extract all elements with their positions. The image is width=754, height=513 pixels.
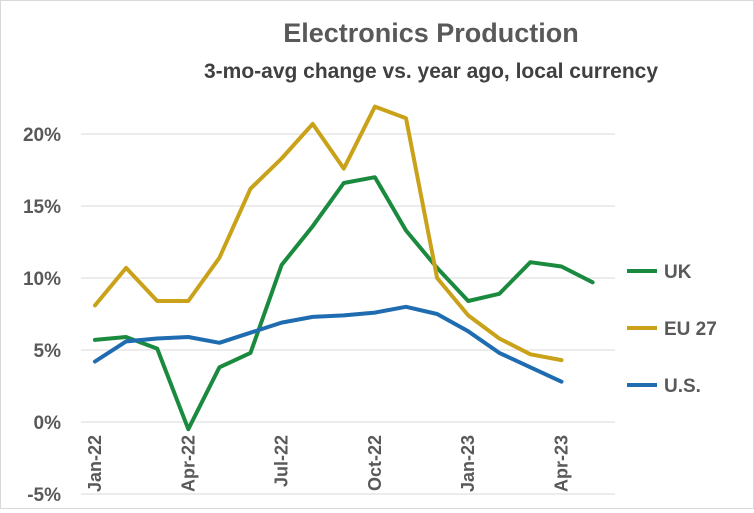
series-line-uk (93, 175, 595, 432)
legend-label: U.S. (664, 376, 701, 397)
x-tick-label: Jan-23 (458, 435, 478, 492)
y-axis-ticks: -5% 0% 5% 10% 15% 20% (23, 125, 61, 506)
x-tick-label: Jan-22 (85, 435, 105, 492)
legend-label: UK (664, 262, 692, 283)
legend: UK EU 27 U.S. (627, 262, 717, 397)
y-tick-label: 5% (34, 341, 62, 362)
gridlines (81, 133, 615, 495)
x-tick-label: Apr-23 (552, 435, 572, 492)
y-tick-label: 20% (23, 125, 61, 146)
y-tick-label: 15% (23, 197, 61, 218)
y-tick-label: 10% (23, 269, 61, 290)
x-tick-label: Oct-22 (365, 435, 385, 491)
chart-title: Electronics Production (283, 18, 579, 48)
series-line-u-s- (93, 304, 564, 384)
x-tick-label: Apr-22 (178, 435, 198, 492)
legend-label: EU 27 (664, 319, 717, 340)
x-axis-ticks: Jan-22 Apr-22 Jul-22 Oct-22 Jan-23 Apr-23 (85, 435, 572, 492)
x-tick-label: Jul-22 (272, 435, 292, 487)
chart-subtitle: 3-mo-avg change vs. year ago, local curr… (204, 60, 658, 83)
series-lines (93, 104, 595, 432)
y-tick-label: 0% (34, 413, 62, 434)
y-tick-label: -5% (27, 485, 61, 506)
series-line-eu-27 (93, 104, 564, 363)
